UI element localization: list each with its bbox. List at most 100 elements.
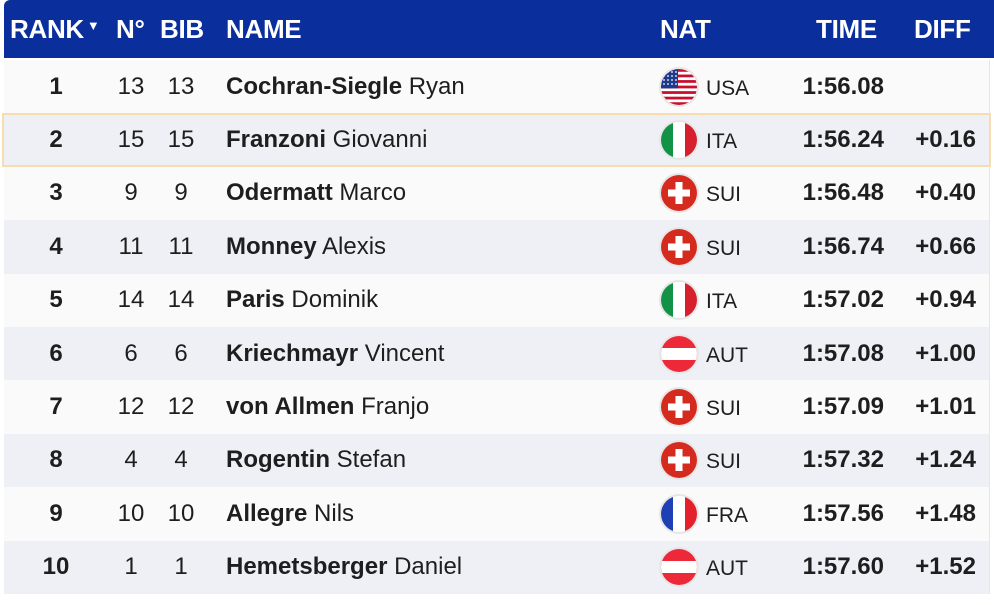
last-name: Allegre (226, 499, 308, 527)
athlete-name-cell[interactable]: Allegre Nils (226, 500, 354, 528)
table-row[interactable]: 9 10 10 Allegre Nils FRA 1:57.56 +1.48 (4, 487, 989, 541)
nation-code: SUI (706, 450, 742, 474)
results-table-header: RANK ▼ N° BIB NAME NAT TIME DIFF (4, 0, 994, 58)
athlete-name-cell[interactable]: Franzoni Giovanni (226, 126, 427, 154)
bib-cell: 6 (174, 339, 188, 367)
last-name: Hemetsberger (226, 553, 388, 581)
bib-cell: 1 (174, 553, 188, 581)
last-name: von Allmen (226, 393, 355, 421)
first-name: Franjo (361, 393, 430, 421)
nation-code: SUI (706, 236, 742, 260)
diff-cell: +0.66 (915, 232, 976, 260)
number-cell: 6 (124, 339, 138, 367)
first-name: Marco (339, 179, 407, 207)
last-name: Rogentin (226, 446, 330, 474)
time-cell: 1:57.09 (802, 393, 884, 421)
number-column-header[interactable]: N° (116, 14, 145, 44)
last-name: Franzoni (226, 126, 326, 154)
bib-cell: 12 (167, 393, 195, 421)
rank-header-label: RANK (10, 14, 84, 44)
table-row[interactable]: 2 15 15 Franzoni Giovanni ITA 1:56.24 +0… (2, 113, 991, 167)
athlete-name-cell[interactable]: Kriechmayr Vincent (226, 340, 444, 368)
bib-cell: 10 (167, 499, 195, 527)
time-column-header[interactable]: TIME (816, 14, 877, 44)
number-cell: 13 (117, 72, 145, 100)
athlete-name-cell[interactable]: Paris Dominik (226, 286, 378, 314)
austria-flag-icon (661, 549, 697, 586)
time-cell: 1:56.74 (802, 232, 884, 260)
first-name: Alexis (322, 232, 387, 260)
last-name: Odermatt (226, 179, 333, 207)
bib-cell: 11 (168, 232, 194, 260)
first-name: Dominik (291, 286, 379, 314)
table-row[interactable]: 4 11 11 Monney Alexis SUI 1:56.74 +0.66 (4, 220, 989, 274)
first-name: Ryan (408, 72, 465, 100)
number-cell: 11 (118, 232, 144, 260)
athlete-name-cell[interactable]: Monney Alexis (226, 233, 386, 261)
number-cell: 14 (117, 286, 145, 314)
diff-cell: +1.24 (915, 446, 976, 474)
table-row[interactable]: 6 6 6 Kriechmayr Vincent AUT 1:57.08 +1.… (4, 326, 989, 381)
time-cell: 1:57.08 (802, 339, 884, 367)
bib-cell: 15 (167, 126, 195, 154)
bib-cell: 14 (167, 286, 195, 314)
last-name: Kriechmayr (226, 339, 359, 367)
last-name: Monney (226, 232, 317, 260)
rank-cell: 4 (49, 232, 63, 260)
table-row[interactable]: 8 4 4 Rogentin Stefan SUI 1:57.32 +1.24 (4, 433, 989, 488)
time-cell: 1:56.48 (802, 179, 884, 207)
first-name: Daniel (394, 553, 463, 581)
time-cell: 1:56.24 (802, 126, 884, 154)
rank-cell: 9 (49, 499, 63, 527)
diff-cell: +0.40 (915, 179, 976, 207)
rank-cell: 6 (49, 339, 63, 367)
number-cell: 12 (117, 393, 145, 421)
athlete-name-cell[interactable]: Hemetsberger Daniel (226, 553, 462, 581)
diff-column-header[interactable]: DIFF (914, 14, 971, 44)
rank-cell: 1 (49, 72, 63, 100)
nation-code: AUT (706, 557, 748, 581)
number-cell: 4 (124, 446, 138, 474)
time-cell: 1:57.32 (802, 446, 884, 474)
athlete-name-cell[interactable]: Cochran-Siegle Ryan (226, 73, 465, 101)
switzerland-flag-icon (661, 175, 697, 212)
sort-down-icon[interactable]: ▼ (86, 18, 100, 33)
last-name: Paris (226, 286, 285, 314)
athlete-name-cell[interactable]: Rogentin Stefan (226, 446, 406, 474)
name-column-header[interactable]: NAME (226, 14, 302, 44)
diff-cell: +1.48 (915, 499, 976, 527)
diff-cell: +1.01 (915, 393, 976, 421)
nation-code: FRA (706, 503, 748, 527)
italy-flag-icon (661, 122, 697, 159)
bib-column-header[interactable]: BIB (160, 14, 204, 44)
results-table-body: 1 13 13 Cochran-Siegle Ryan USA 1:56.08 … (2, 60, 991, 594)
austria-flag-icon (661, 335, 697, 372)
table-row[interactable]: 7 12 12 von Allmen Franjo SUI 1:57.09 +1… (4, 380, 989, 434)
time-cell: 1:57.02 (802, 286, 884, 314)
first-name: Stefan (336, 446, 407, 474)
athlete-name-cell[interactable]: von Allmen Franjo (226, 393, 429, 421)
nation-column-header[interactable]: NAT (660, 14, 711, 44)
rank-cell: 3 (49, 179, 63, 207)
rank-cell: 7 (49, 393, 63, 421)
switzerland-flag-icon (661, 389, 697, 426)
table-row[interactable]: 10 1 1 Hemetsberger Daniel AUT 1:57.60 +… (4, 540, 989, 594)
last-name: Cochran-Siegle (226, 72, 403, 100)
rank-cell: 5 (49, 286, 63, 314)
diff-cell: +1.52 (915, 553, 976, 581)
time-cell: 1:57.56 (802, 499, 884, 527)
table-row[interactable]: 5 14 14 Paris Dominik ITA 1:57.02 +0.94 (4, 273, 989, 327)
time-cell: 1:56.08 (802, 72, 884, 100)
first-name: Nils (314, 499, 355, 527)
switzerland-flag-icon (661, 442, 697, 479)
rank-cell: 10 (42, 553, 70, 581)
table-row[interactable]: 1 13 13 Cochran-Siegle Ryan USA 1:56.08 (4, 60, 989, 114)
bib-cell: 4 (174, 446, 188, 474)
nation-code: SUI (706, 183, 742, 207)
table-row[interactable]: 3 9 9 Odermatt Marco SUI 1:56.48 +0.40 (4, 166, 989, 221)
diff-cell: +0.94 (915, 286, 976, 314)
rank-cell: 8 (49, 446, 63, 474)
rank-column-header[interactable]: RANK ▼ (10, 14, 100, 45)
athlete-name-cell[interactable]: Odermatt Marco (226, 179, 406, 207)
nation-code: ITA (706, 290, 738, 314)
